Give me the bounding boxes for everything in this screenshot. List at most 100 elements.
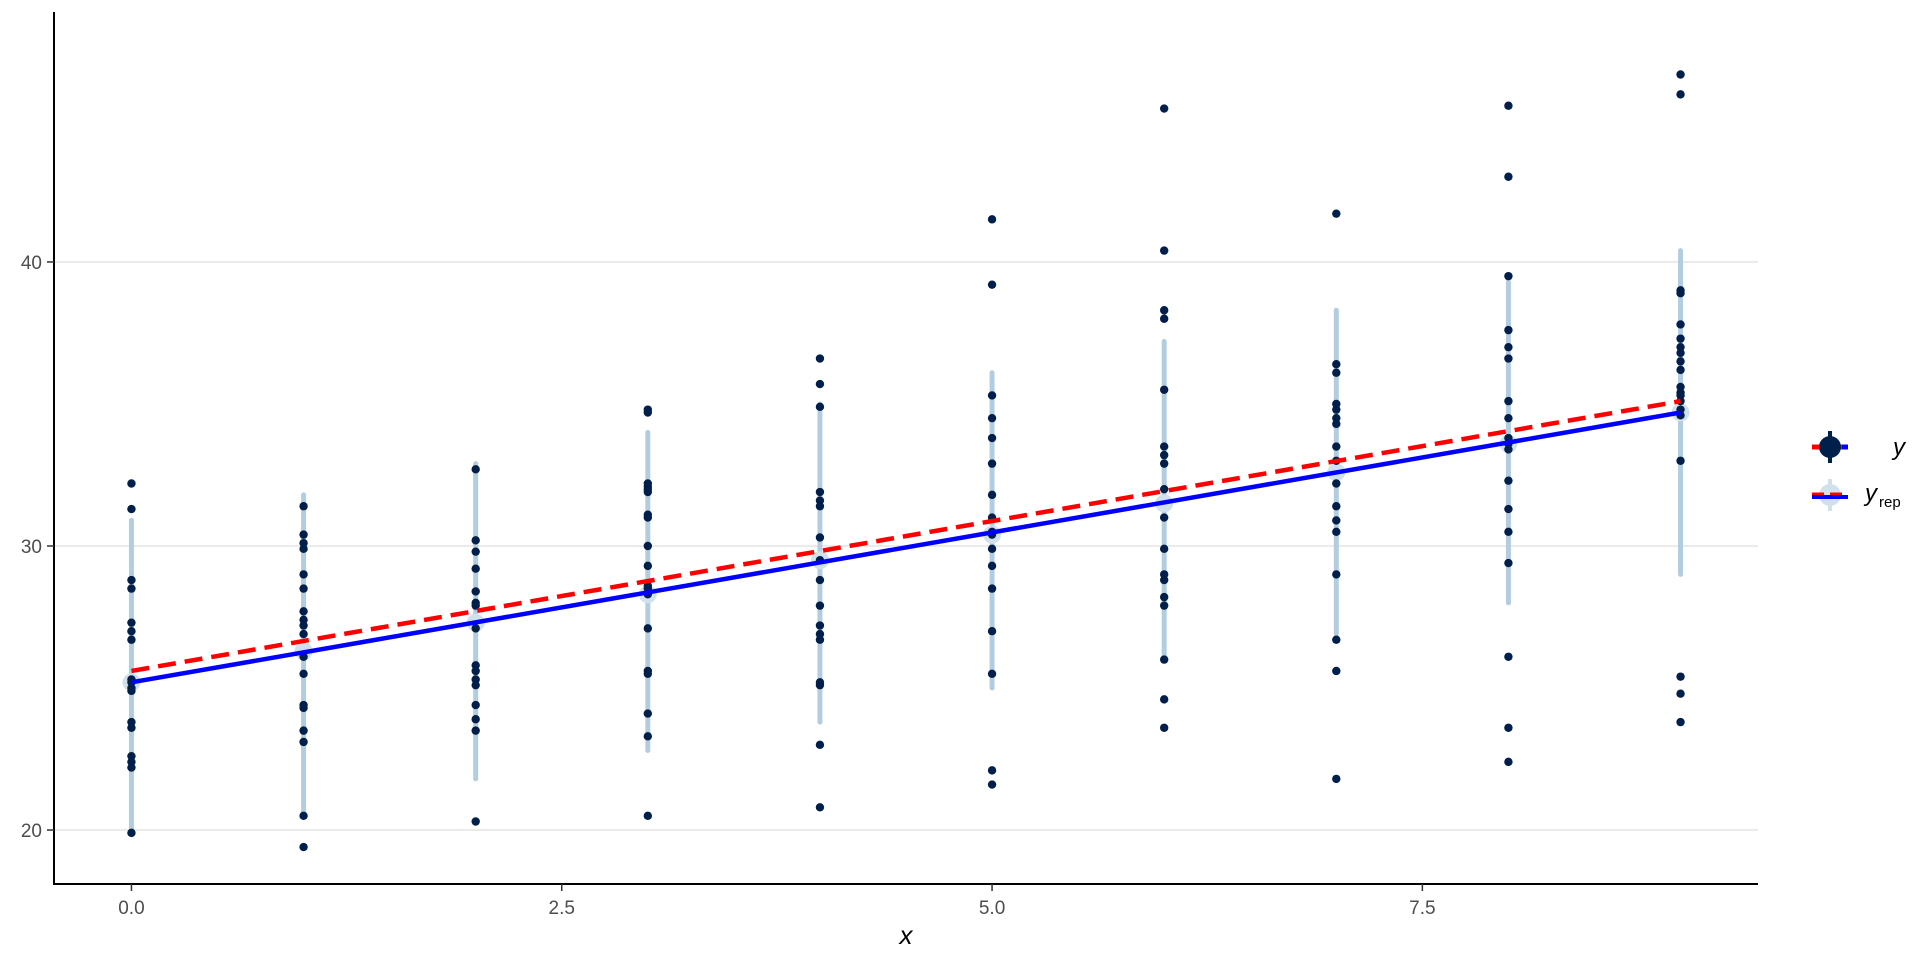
observed-point [1332,419,1341,429]
observed-point [643,709,653,718]
legend-y-label: y [1891,434,1907,461]
observed-point [127,686,136,696]
observed-point [987,391,997,400]
observed-point [299,530,308,539]
observed-point [127,763,136,772]
observed-point [987,544,997,554]
observed-point [1676,717,1685,727]
observed-point [815,533,825,542]
observed-point [987,561,997,571]
observed-point [471,536,480,545]
observed-point [471,817,480,826]
observed-point [643,732,653,741]
observed-point [127,575,136,585]
observed-point [643,541,653,551]
observed-point [299,621,308,630]
observed-point [815,621,825,630]
observed-point [1676,320,1685,329]
observed-points-layer [127,70,1685,852]
observed-point [1504,172,1513,181]
observed-point [1504,101,1513,110]
observed-point [1504,271,1513,281]
x-tick-label: 0.0 [118,898,144,919]
observed-point [1332,442,1341,451]
legend: y y rep [1812,431,1907,511]
observed-point [299,726,308,735]
observed-point [987,433,997,443]
observed-point [127,479,136,488]
observed-point [987,627,997,636]
x-tick-label: 5.0 [979,898,1005,919]
x-tick-label: 2.5 [549,898,575,919]
blue-solid-fit-line [131,410,1681,685]
observed-point [1676,456,1685,465]
observed-point [127,627,136,636]
red-dashed-fit-line [131,398,1681,674]
observed-point [1504,445,1513,454]
observed-point [127,584,136,593]
legend-yrep-label-main: y [1863,480,1879,507]
y-tick-label: 30 [21,537,42,558]
tick-labels-layer: 0.0 2.5 5.0 7.5 20 30 40 [21,253,1436,919]
observed-point [1332,570,1341,579]
interval-band-layer [128,248,1684,833]
axes-layer [53,12,1758,885]
observed-point [1504,757,1513,767]
observed-point [471,587,480,596]
observed-point [987,584,997,593]
observed-point [1332,405,1341,414]
x-tick-label: 7.5 [1409,898,1435,919]
observed-point [1676,365,1685,375]
observed-point [815,740,825,750]
y-tick-label: 20 [21,821,42,842]
observed-point [1504,504,1513,514]
observed-point [471,666,480,676]
legend-yrep-label: y rep [1863,480,1901,511]
observed-point [987,459,997,468]
observed-point [299,544,308,554]
observed-point [815,379,825,389]
observed-point [643,561,653,571]
observed-point [1504,476,1513,485]
observed-point [471,680,480,690]
observed-point [1159,450,1169,460]
observed-point [815,680,825,690]
observed-point [1159,655,1169,664]
observed-point [1159,306,1169,315]
observed-point [1159,723,1169,732]
trend-lines-layer [131,398,1681,685]
observed-point [1676,357,1685,366]
observed-point [299,811,308,821]
observed-point [643,513,653,522]
observed-point [1676,90,1685,99]
observed-point [815,575,825,585]
legend-item-y: y [1812,431,1907,463]
observed-point [1504,527,1513,536]
observed-point [815,487,825,497]
observed-point [299,502,308,511]
observed-point [299,607,308,616]
observed-point [815,803,825,812]
observed-point [471,547,480,556]
observed-point [1159,695,1169,704]
observed-point [471,598,480,608]
observed-point [815,601,825,610]
observed-point [1504,413,1513,423]
observed-point [1676,689,1685,698]
observed-point [815,502,825,511]
observed-point [1676,334,1685,343]
observed-point [1159,513,1169,522]
observed-point [987,490,997,500]
observed-point [1676,672,1685,681]
observed-point [299,842,308,852]
observed-point [1332,479,1341,488]
observed-point [815,402,825,412]
observed-point [643,408,653,417]
observed-point [987,780,997,789]
observed-point [643,811,653,821]
observed-point [471,715,480,724]
legend-y-point-key [1819,436,1841,458]
observed-point [1676,348,1685,358]
observed-point [127,828,136,838]
observed-point [643,624,653,633]
